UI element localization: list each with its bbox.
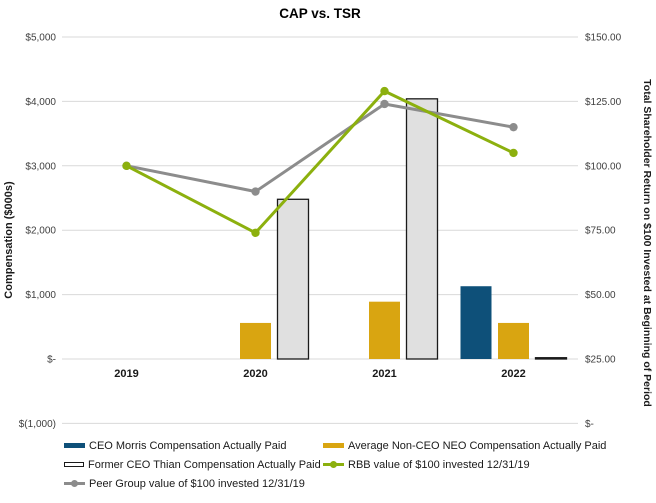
rbb-line-marker xyxy=(122,161,131,170)
legend-swatch-bar-yellow xyxy=(323,443,344,448)
x-axis-category: 2019 xyxy=(114,368,138,380)
legend-item-peer-group: Peer Group value of $100 invested 12/31/… xyxy=(64,474,321,493)
legend-item-former-ceo-thian: Former CEO Thian Compensation Actually P… xyxy=(64,455,321,474)
right-axis-tick: $25.00 xyxy=(585,355,616,366)
legend-label: CEO Morris Compensation Actually Paid xyxy=(89,439,287,452)
right-axis-tick: $50.00 xyxy=(585,290,616,301)
bar-ceo-morris xyxy=(460,286,492,359)
right-axis-tick: $150.00 xyxy=(585,33,622,44)
legend-label: RBB value of $100 invested 12/31/19 xyxy=(348,458,530,471)
legend-column-2: Average Non-CEO NEO Compensation Actuall… xyxy=(323,436,606,474)
right-axis-tick: $125.00 xyxy=(585,97,622,108)
left-axis-tick: $- xyxy=(47,355,56,366)
legend-line-marker xyxy=(71,480,78,487)
bar-avg-neo xyxy=(369,301,400,359)
rbb-line xyxy=(125,89,515,235)
rbb-line-marker xyxy=(380,86,389,96)
chart-title: CAP vs. TSR xyxy=(279,6,361,21)
right-axis-tick: $- xyxy=(585,419,594,430)
legend-line-marker xyxy=(330,461,337,468)
left-axis-tick: $2,000 xyxy=(25,226,56,237)
left-axis-tick: $4,000 xyxy=(25,97,56,108)
legend-label: Average Non-CEO NEO Compensation Actuall… xyxy=(348,439,607,452)
x-axis-category: 2022 xyxy=(501,368,525,380)
bar-avg-neo xyxy=(498,322,529,359)
bar-avg-neo xyxy=(240,322,271,359)
left-axis-tick: $5,000 xyxy=(25,33,56,44)
peer-group-line xyxy=(126,102,514,194)
left-axis-tick: $3,000 xyxy=(25,161,56,172)
peer-group-line-marker xyxy=(509,122,518,132)
left-axis-tick: $1,000 xyxy=(25,290,56,301)
legend-item-rbb: RBB value of $100 invested 12/31/19 xyxy=(323,455,606,474)
legend-swatch-bar-blue xyxy=(64,443,85,448)
legend-label: Peer Group value of $100 invested 12/31/… xyxy=(89,477,305,490)
legend-swatch-line-green xyxy=(323,460,344,469)
legend-swatch-line-gray xyxy=(64,479,85,488)
legend-swatch-bar-outline xyxy=(64,462,84,467)
rbb-line-marker xyxy=(251,228,260,237)
x-axis-category: 2020 xyxy=(243,368,267,380)
right-axis-tick: $75.00 xyxy=(585,226,616,237)
legend-item-avg-neo: Average Non-CEO NEO Compensation Actuall… xyxy=(323,436,606,455)
x-axis-category: 2021 xyxy=(372,368,396,380)
peer-group-line-marker xyxy=(251,187,260,196)
rbb-line-marker xyxy=(509,148,518,158)
bar-former-ceo-thian xyxy=(276,198,310,360)
right-axis-tick: $100.00 xyxy=(585,161,622,172)
left-axis-tick: $(1,000) xyxy=(19,419,56,430)
legend-item-ceo-morris: CEO Morris Compensation Actually Paid xyxy=(64,436,321,455)
peer-group-line-marker xyxy=(380,99,389,109)
legend-label: Former CEO Thian Compensation Actually P… xyxy=(88,458,321,471)
legend-column-1: CEO Morris Compensation Actually Paid Fo… xyxy=(64,436,321,493)
bar-former-ceo-thian xyxy=(534,357,568,360)
bar-former-ceo-thian xyxy=(405,98,439,360)
